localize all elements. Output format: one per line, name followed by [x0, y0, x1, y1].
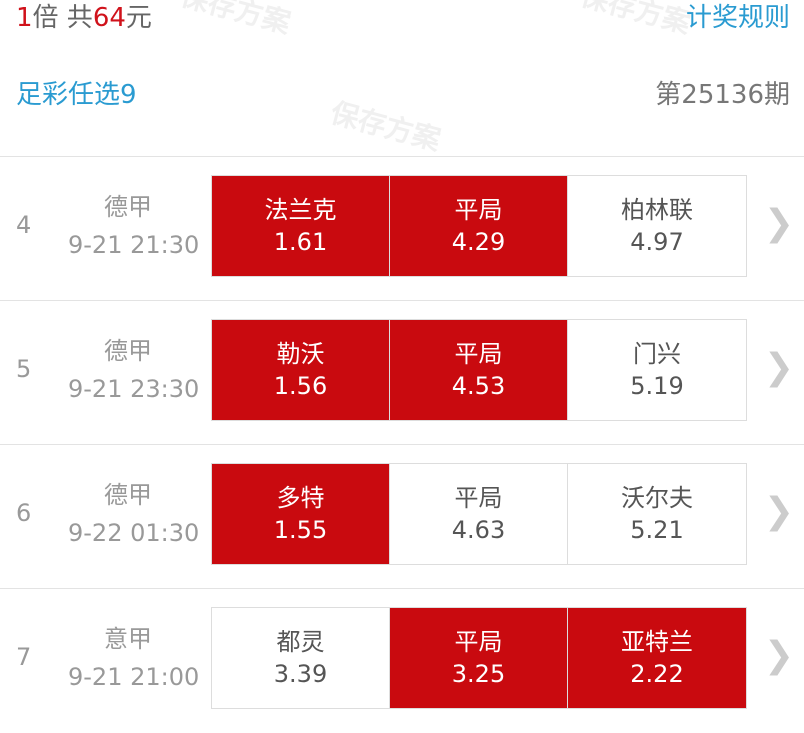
option-name: 平局 — [454, 196, 503, 224]
match-time: 9-21 21:00 — [68, 663, 200, 691]
rules-link[interactable]: 计奖规则 — [685, 3, 790, 33]
option-cell[interactable]: 多特 1.55 — [212, 464, 390, 564]
option-odds: 4.53 — [451, 372, 506, 400]
option-cell[interactable]: 平局 4.63 — [390, 464, 568, 564]
option-cell[interactable]: 亚特兰 2.22 — [568, 608, 746, 708]
option-odds: 4.63 — [451, 516, 506, 544]
option-odds: 1.61 — [273, 228, 328, 256]
option-name: 法兰克 — [264, 196, 337, 224]
option-name: 沃尔夫 — [621, 484, 693, 512]
chevron-right-icon[interactable]: ❯ — [763, 203, 794, 244]
option-odds: 3.25 — [451, 660, 506, 688]
option-name: 多特 — [276, 484, 325, 512]
option-cell[interactable]: 勒沃 1.56 — [212, 320, 390, 420]
watermark: 保存方案 — [177, 0, 294, 40]
league: 德甲 — [104, 481, 152, 509]
option-cell[interactable]: 平局 3.25 — [390, 608, 568, 708]
option-odds: 4.97 — [630, 228, 684, 256]
odds-options: 多特 1.55 平局 4.63 沃尔夫 5.21 — [211, 463, 747, 565]
option-cell[interactable]: 都灵 3.39 — [212, 608, 390, 708]
option-name: 门兴 — [633, 340, 681, 368]
match-row: 7 意甲 9-21 21:00 都灵 3.39 平局 3.25 亚特兰 2.22 ❯ — [0, 588, 804, 733]
option-cell[interactable]: 平局 4.29 — [390, 176, 568, 276]
match-number: 6 — [16, 499, 32, 527]
game-type: 足彩任选9 — [16, 80, 137, 110]
league: 意甲 — [104, 625, 152, 653]
multiplier: 1 — [16, 3, 33, 33]
chevron-right-icon[interactable]: ❯ — [763, 347, 794, 388]
match-row: 4 德甲 9-21 21:30 法兰克 1.61 平局 4.29 柏林联 4.97 ❯ — [0, 156, 804, 301]
option-odds: 5.19 — [630, 372, 684, 400]
odds-options: 法兰克 1.61 平局 4.29 柏林联 4.97 — [211, 175, 747, 277]
option-cell[interactable]: 法兰克 1.61 — [212, 176, 390, 276]
option-name: 平局 — [454, 484, 503, 512]
odds-options: 勒沃 1.56 平局 4.53 门兴 5.19 — [211, 319, 747, 421]
watermark: 保存方案 — [577, 0, 694, 40]
option-cell[interactable]: 柏林联 4.97 — [568, 176, 746, 276]
option-odds: 3.39 — [273, 660, 328, 688]
league: 德甲 — [104, 193, 152, 221]
issue-number: 第25136期 — [655, 80, 790, 110]
match-time: 9-22 01:30 — [68, 519, 200, 547]
option-odds: 2.22 — [630, 660, 684, 688]
option-cell[interactable]: 沃尔夫 5.21 — [568, 464, 746, 564]
match-number: 7 — [16, 643, 32, 671]
match-time: 9-21 23:30 — [68, 375, 200, 403]
option-cell[interactable]: 平局 4.53 — [390, 320, 568, 420]
watermark: 保存方案 — [327, 96, 444, 157]
option-name: 亚特兰 — [621, 628, 693, 656]
option-cell[interactable]: 门兴 5.19 — [568, 320, 746, 420]
multiplier-unit: 倍 共 — [32, 3, 93, 33]
option-odds: 5.21 — [630, 516, 684, 544]
match-number: 4 — [16, 211, 32, 239]
option-name: 柏林联 — [621, 196, 693, 224]
option-name: 平局 — [454, 340, 503, 368]
odds-options: 都灵 3.39 平局 3.25 亚特兰 2.22 — [211, 607, 747, 709]
match-row: 5 德甲 9-21 23:30 勒沃 1.56 平局 4.53 门兴 5.19 ❯ — [0, 300, 804, 445]
league: 德甲 — [104, 337, 152, 365]
option-name: 平局 — [454, 628, 503, 656]
amount-unit: 元 — [125, 3, 152, 33]
option-odds: 1.55 — [273, 516, 328, 544]
chevron-right-icon[interactable]: ❯ — [763, 491, 794, 532]
option-name: 都灵 — [276, 628, 325, 656]
option-name: 勒沃 — [276, 340, 325, 368]
bet-summary: 1倍 共64元 — [16, 0, 152, 36]
option-odds: 4.29 — [451, 228, 506, 256]
option-odds: 1.56 — [273, 372, 328, 400]
chevron-right-icon[interactable]: ❯ — [763, 635, 794, 676]
match-time: 9-21 21:30 — [68, 231, 200, 259]
amount: 64 — [92, 3, 126, 33]
match-number: 5 — [16, 355, 32, 383]
match-row: 6 德甲 9-22 01:30 多特 1.55 平局 4.63 沃尔夫 5.21 ❯ — [0, 444, 804, 589]
